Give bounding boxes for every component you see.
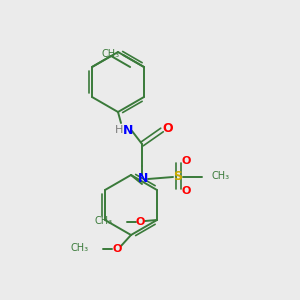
- Text: N: N: [123, 124, 133, 136]
- Text: CH₃: CH₃: [95, 216, 113, 226]
- Text: O: O: [112, 244, 122, 254]
- Text: CH₃: CH₃: [101, 49, 119, 59]
- Text: O: O: [181, 186, 191, 196]
- Text: O: O: [135, 217, 145, 227]
- Text: CH₃: CH₃: [71, 243, 89, 253]
- Text: H: H: [115, 125, 123, 135]
- Text: O: O: [163, 122, 173, 134]
- Text: O: O: [181, 156, 191, 166]
- Text: N: N: [138, 172, 148, 185]
- Text: S: S: [173, 169, 182, 182]
- Text: CH₃: CH₃: [212, 171, 230, 181]
